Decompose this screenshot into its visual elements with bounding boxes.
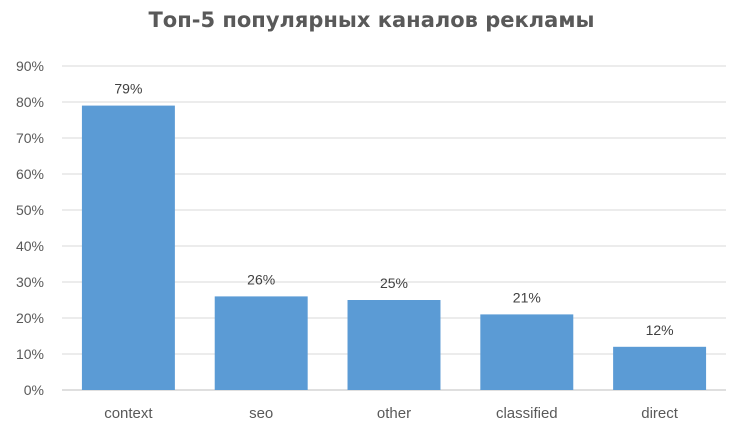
category-label-other: other xyxy=(377,405,411,422)
y-tick-label: 70% xyxy=(16,130,44,146)
y-tick-label: 0% xyxy=(24,382,44,398)
bar-seo xyxy=(214,296,308,390)
y-tick-label: 80% xyxy=(16,94,44,110)
category-label-direct: direct xyxy=(641,405,679,422)
bar-other xyxy=(347,300,441,390)
bar-context xyxy=(81,105,175,390)
data-label-classified: 21% xyxy=(513,289,541,305)
chart-title: Топ-5 популярных каналов рекламы xyxy=(148,8,595,32)
y-tick-label: 20% xyxy=(16,310,44,326)
category-label-seo: seo xyxy=(249,405,273,422)
y-tick-label: 90% xyxy=(16,58,44,74)
y-tick-label: 10% xyxy=(16,346,44,362)
bar-classified xyxy=(480,314,574,390)
data-label-direct: 12% xyxy=(646,322,674,338)
data-label-seo: 26% xyxy=(247,271,275,287)
data-label-context: 79% xyxy=(114,81,142,97)
data-label-other: 25% xyxy=(380,275,408,291)
y-axis-tick-labels: 0% 10% 20% 30% 40% 50% 60% 70% 80% 90% xyxy=(16,58,44,398)
x-axis-category-labels: context seo other classified direct xyxy=(104,405,679,422)
bar-direct xyxy=(613,346,707,390)
y-tick-label: 40% xyxy=(16,238,44,254)
category-label-classified: classified xyxy=(496,405,558,422)
bars xyxy=(81,105,707,390)
y-tick-label: 60% xyxy=(16,166,44,182)
y-tick-label: 50% xyxy=(16,202,44,218)
category-label-context: context xyxy=(104,405,153,422)
data-labels: 79% 26% 25% 21% 12% xyxy=(114,81,673,338)
y-tick-label: 30% xyxy=(16,274,44,290)
